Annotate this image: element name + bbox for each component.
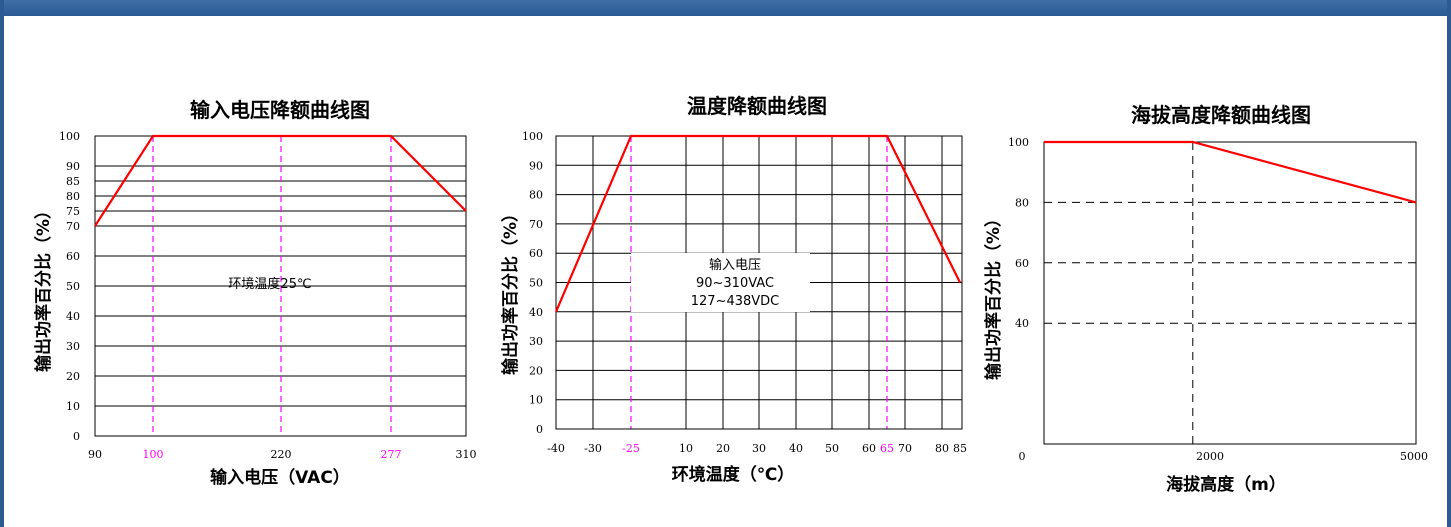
chart-title: 输入电压降额曲线图 — [190, 98, 370, 122]
series-line — [94, 134, 467, 227]
y-tick-label: 60 — [1015, 257, 1029, 270]
annotation-line-3: 127~438VDC — [691, 294, 780, 309]
annotation-box — [631, 253, 810, 312]
window-left-border — [0, 0, 4, 527]
chart-temperature: 温度降额曲线图 0 10 20 30 40 50 60 70 80 90 100 -40 -30 -25… — [500, 94, 967, 485]
grid — [1044, 142, 1416, 444]
y-axis-title: 输出功率百分比（%） — [983, 210, 1004, 380]
annotation-line-1: 输入电压 — [709, 257, 761, 273]
y-tick-label: 30 — [529, 335, 543, 348]
x-tick-label: 277 — [381, 448, 402, 461]
y-tick-label: 10 — [66, 400, 80, 413]
chart-title: 海拔高度降额曲线图 — [1131, 103, 1311, 127]
x-tick-label: 20 — [716, 442, 730, 455]
annotation-line-2: 90~310VAC — [696, 276, 774, 291]
y-tick-label: 40 — [529, 306, 543, 319]
y-tick-labels: 0 10 20 30 40 50 60 70 75 80 85 90 100 — [59, 130, 80, 443]
plot-frame — [1043, 141, 1417, 445]
y-tick-label: 50 — [529, 277, 543, 290]
x-tick-labels: 90 100 220 277 310 — [88, 448, 477, 461]
y-tick-label: 10 — [529, 394, 543, 407]
y-tick-label: 60 — [66, 250, 80, 263]
y-tick-label: 85 — [66, 175, 80, 188]
x-axis-title: 海拔高度（m） — [1166, 474, 1286, 495]
x-tick-label: 65 — [880, 442, 894, 455]
x-tick-label: 30 — [752, 442, 766, 455]
x-tick-label: 0 — [1019, 450, 1026, 463]
x-tick-label: 10 — [679, 442, 693, 455]
y-tick-label: 100 — [59, 130, 80, 143]
y-tick-label: 70 — [529, 218, 543, 231]
y-tick-label: 30 — [66, 340, 80, 353]
x-tick-label: 2000 — [1196, 450, 1224, 463]
x-tick-label: -30 — [584, 442, 602, 455]
y-tick-label: 40 — [66, 310, 80, 323]
x-tick-label: 70 — [898, 442, 912, 455]
highlight-lines — [630, 136, 888, 429]
chart-title: 温度降额曲线图 — [687, 94, 827, 118]
y-tick-label: 20 — [529, 364, 543, 377]
x-tick-label: -25 — [622, 442, 640, 455]
y-tick-label: 80 — [66, 190, 80, 203]
x-axis-title: 输入电压（VAC） — [210, 467, 350, 488]
series-polyline — [554, 134, 961, 313]
y-tick-label: 75 — [66, 205, 80, 218]
series-line — [1043, 140, 1417, 204]
x-tick-label: 100 — [143, 448, 164, 461]
x-tick-labels: 0 2000 5000 — [1019, 450, 1429, 463]
y-tick-labels: 40 60 80 100 — [1008, 136, 1029, 330]
y-tick-label: 20 — [66, 370, 80, 383]
highlight-lines — [152, 136, 392, 436]
series-polyline — [94, 134, 467, 227]
x-tick-label: 60 — [862, 442, 876, 455]
y-tick-label: 0 — [536, 423, 543, 436]
window-title-bar — [0, 0, 1451, 16]
x-tick-label: 310 — [456, 448, 477, 461]
y-tick-label: 90 — [66, 160, 80, 173]
x-tick-label: 220 — [271, 448, 292, 461]
series-polyline — [1044, 140, 1417, 204]
x-tick-label: 40 — [789, 442, 803, 455]
y-tick-label: 100 — [522, 130, 543, 143]
x-tick-label: 85 — [953, 442, 967, 455]
y-tick-label: 60 — [529, 247, 543, 260]
y-axis-title: 输出功率百分比（%） — [500, 205, 521, 375]
y-tick-label: 50 — [66, 280, 80, 293]
x-tick-label: 50 — [825, 442, 839, 455]
y-tick-label: 80 — [529, 189, 543, 202]
y-tick-label: 70 — [66, 220, 80, 233]
series-line — [554, 134, 961, 313]
window-right-border — [1447, 0, 1451, 527]
y-axis-title: 输出功率百分比（%） — [33, 202, 54, 372]
x-tick-label: 5000 — [1400, 450, 1428, 463]
x-tick-label: 80 — [935, 442, 949, 455]
y-tick-label: 80 — [1015, 196, 1029, 209]
annotation: 环境温度25℃ — [228, 276, 311, 292]
x-tick-label: 90 — [88, 448, 102, 461]
y-tick-labels: 0 10 20 30 40 50 60 70 80 90 100 — [522, 130, 543, 436]
x-tick-labels: -40 -30 -25 10 20 30 40 50 60 65 70 80 85 — [547, 442, 967, 455]
x-tick-label: -40 — [547, 442, 565, 455]
x-axis-title: 环境温度（℃） — [672, 464, 795, 485]
chart-altitude: 海拔高度降额曲线图 40 60 80 100 0 2000 5000 海拔高度（m） 输出… — [983, 103, 1428, 495]
y-tick-label: 40 — [1015, 317, 1029, 330]
y-tick-label: 0 — [73, 430, 80, 443]
y-tick-label: 100 — [1008, 136, 1029, 149]
chart-input-voltage: 输入电压降额曲线图 0 10 20 30 40 50 60 70 75 80 85 90 100 90 1… — [33, 98, 477, 488]
y-tick-label: 90 — [529, 159, 543, 172]
